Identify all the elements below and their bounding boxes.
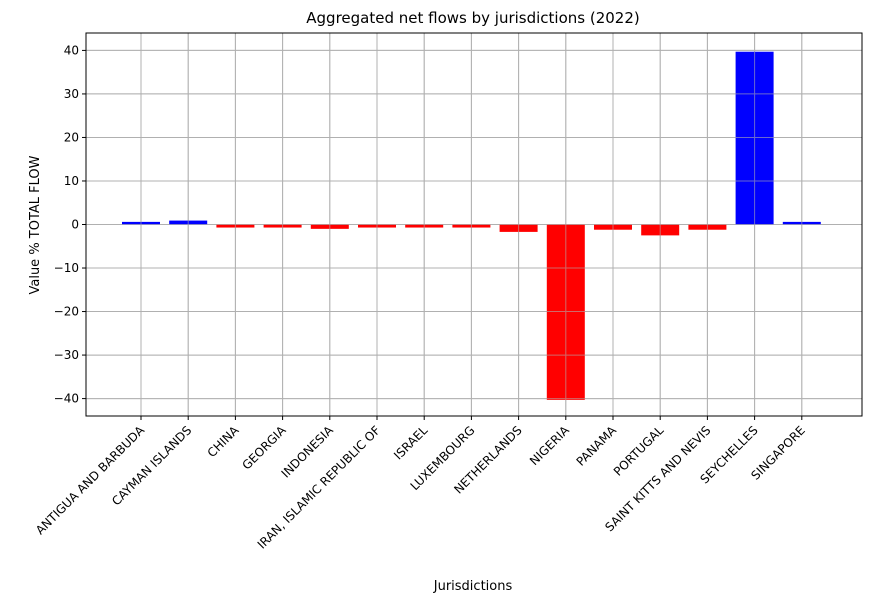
y-tick-label: 0: [71, 218, 79, 232]
grid-overlay: [86, 33, 862, 416]
chart-title: Aggregated net flows by jurisdictions (2…: [306, 9, 639, 27]
x-tick-label: ISRAEL: [391, 423, 430, 462]
x-axis-label: Jurisdictions: [433, 579, 513, 594]
y-tick-label: 40: [64, 43, 79, 57]
x-tick-label: CAYMAN ISLANDS: [109, 423, 194, 508]
y-axis-ticks: −40 −30 −20 −10 0 10 20 30 40: [54, 43, 86, 406]
x-tick-label: GEORGIA: [239, 423, 289, 473]
y-axis-label: Value % TOTAL FLOW: [28, 155, 43, 294]
y-tick-label: −10: [54, 261, 79, 275]
x-tick-label: PANAMA: [574, 423, 620, 469]
y-tick-label: −20: [54, 305, 79, 319]
y-tick-label: 20: [64, 130, 79, 144]
y-tick-label: 30: [64, 87, 79, 101]
x-tick-label: NIGERIA: [527, 423, 572, 468]
x-tick-label: CHINA: [205, 423, 242, 460]
y-tick-label: 10: [64, 174, 79, 188]
y-tick-label: −40: [54, 392, 79, 406]
y-tick-label: −30: [54, 348, 79, 362]
